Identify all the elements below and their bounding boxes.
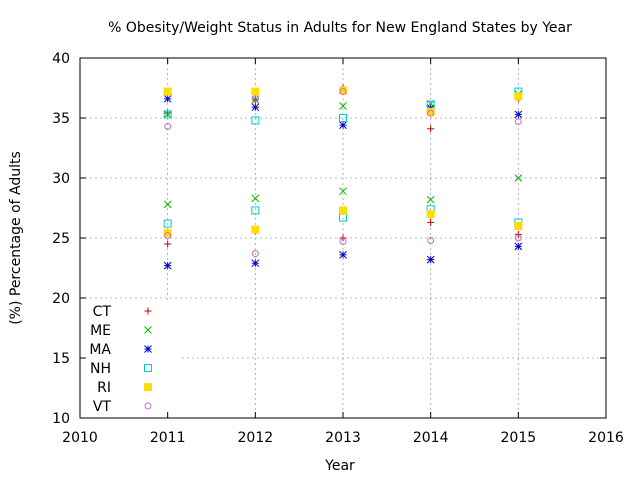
y-axis-label: (%) Percentage of Adults [8, 151, 24, 325]
chart-title: % Obesity/Weight Status in Adults for Ne… [108, 20, 572, 36]
point-me [163, 110, 172, 119]
point-vt [427, 236, 435, 244]
point-ri [163, 229, 172, 238]
point-ct [339, 234, 347, 242]
point-nh [163, 219, 172, 228]
y-tick-label: 10 [52, 411, 70, 427]
legend-label-me: ME [90, 323, 111, 339]
point-ri [426, 108, 435, 116]
legend-label-ri: RI [97, 380, 111, 396]
point-vt [514, 234, 522, 242]
legend-label-ma: MA [89, 342, 111, 358]
point-ma [163, 94, 172, 103]
point-vt [251, 250, 259, 258]
y-tick-label: 15 [52, 351, 70, 367]
legend-label-vt: VT [93, 399, 112, 415]
point-ri [339, 206, 347, 215]
point-ri [251, 87, 260, 96]
x-tick-label: 2014 [413, 430, 449, 446]
point-ma [514, 242, 523, 251]
point-me [339, 187, 347, 196]
point-me [514, 174, 523, 182]
point-me [251, 194, 260, 203]
point-me [426, 195, 435, 204]
point-ri [163, 87, 172, 96]
x-tick-label: 2012 [238, 430, 274, 446]
point-ma [514, 110, 523, 119]
point-ma [251, 103, 260, 112]
legend-marker-ct [144, 307, 152, 315]
x-tick-label: 2016 [588, 430, 624, 446]
point-ct [427, 125, 435, 133]
point-ma [339, 250, 347, 259]
x-axis-label: Year [324, 458, 355, 474]
point-nh [251, 116, 260, 125]
point-me [339, 102, 347, 110]
point-vt [339, 88, 347, 96]
point-ri [514, 92, 523, 101]
y-tick-label: 40 [52, 51, 70, 67]
x-tick-label: 2013 [325, 430, 361, 446]
y-tick-label: 35 [52, 111, 70, 127]
point-nh [163, 110, 172, 119]
legend: CT ME MA NH RI VT [89, 304, 152, 415]
legend-label-ct: CT [93, 304, 112, 320]
point-ma [426, 255, 435, 264]
x-tick-label: 2015 [501, 430, 537, 446]
y-tick-label: 25 [52, 231, 70, 247]
point-ct [514, 230, 522, 238]
point-ri [251, 225, 260, 234]
point-nh [251, 206, 260, 215]
point-vt [427, 109, 435, 117]
point-vt [164, 122, 172, 130]
point-ma [163, 261, 172, 270]
legend-marker-nh [144, 364, 152, 372]
x-tick-label: 2011 [150, 430, 186, 446]
y-tick-label: 30 [52, 171, 70, 187]
point-ct [164, 240, 172, 248]
legend-marker-ma [144, 345, 152, 353]
point-nh [339, 114, 347, 122]
point-ri [514, 222, 523, 230]
point-ri [339, 86, 347, 95]
data-points [163, 84, 523, 270]
legend-marker-vt [144, 402, 152, 410]
axis-ticks: 10 15 20 25 30 35 40 2010 2011 2012 2013 2014 2015 20… [52, 51, 624, 446]
point-ma [251, 259, 260, 268]
legend-marker-ri [144, 383, 152, 391]
x-tick-label: 2010 [62, 430, 98, 446]
point-vt [514, 118, 522, 126]
point-vt [251, 95, 259, 103]
legend-label-nh: NH [90, 361, 111, 377]
legend-marker-me [144, 326, 152, 334]
point-ct [427, 218, 435, 226]
point-nh [339, 213, 347, 222]
point-vt [164, 232, 172, 240]
point-vt [339, 238, 347, 246]
y-tick-label: 20 [52, 291, 70, 307]
point-ri [426, 210, 435, 218]
point-me [163, 200, 172, 209]
point-ma [339, 121, 347, 130]
